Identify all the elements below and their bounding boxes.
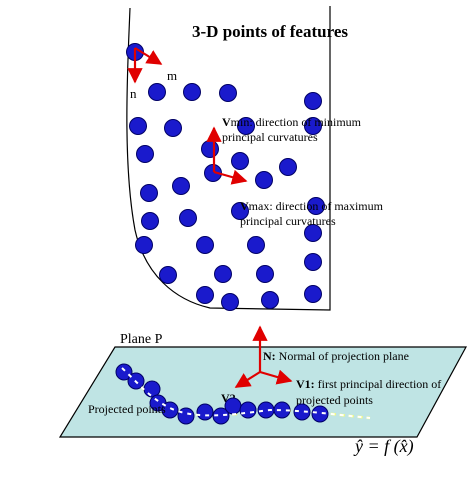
feature-point — [256, 265, 274, 283]
feature-point — [196, 236, 214, 254]
plane-label: Plane P — [120, 332, 163, 347]
feature-point — [179, 209, 197, 227]
feature-point — [304, 117, 322, 135]
feature-point — [221, 293, 239, 311]
projected-points-group — [115, 363, 329, 425]
surface-points-group — [126, 43, 325, 311]
feature-point — [129, 117, 147, 135]
projected-point — [273, 401, 291, 419]
feature-point — [196, 286, 214, 304]
projected-point — [224, 397, 242, 415]
normal-caption: N: Normal of projection plane — [263, 349, 409, 363]
projected-point — [311, 405, 329, 423]
feature-point — [304, 285, 322, 303]
projected-point — [177, 407, 195, 425]
feature-point — [219, 84, 237, 102]
projected-point — [212, 407, 230, 425]
projected-point — [196, 403, 214, 421]
projected-point — [293, 403, 311, 421]
axis-m-label: m — [167, 68, 177, 83]
feature-point — [135, 236, 153, 254]
diagram-title: 3-D points of features — [192, 22, 348, 41]
v2-arrow — [234, 371, 261, 388]
feature-point — [304, 253, 322, 271]
curved-surface — [126, 6, 331, 311]
axis-n-label: n — [130, 86, 137, 101]
curve-equation: ŷ = f (x̂) — [353, 436, 414, 457]
feature-point — [141, 212, 159, 230]
projected-point — [161, 401, 179, 419]
feature-point — [307, 197, 325, 215]
feature-point — [304, 224, 322, 242]
projected-point — [115, 363, 133, 381]
v1-caption-line2: projected points — [296, 393, 373, 407]
v1-caption-line1: V1: first principal direction of — [296, 377, 441, 391]
vmax-caption-line2: principal curvatures — [240, 214, 336, 228]
feature-point — [159, 266, 177, 284]
projection-plane — [58, 346, 468, 438]
feature-point — [164, 119, 182, 137]
feature-point — [255, 171, 273, 189]
feature-point — [183, 83, 201, 101]
v1-arrow — [259, 369, 293, 385]
vmax-arrow — [213, 169, 248, 185]
vmax-caption-line1: Vmax: direction of maximum — [240, 199, 384, 213]
fitted-curve-overlay — [121, 367, 371, 419]
axis-m-arrow — [134, 47, 163, 65]
feature-point — [279, 158, 297, 176]
feature-point — [261, 291, 279, 309]
feature-point — [172, 177, 190, 195]
projected-point — [239, 401, 257, 419]
feature-point — [201, 140, 219, 158]
feature-point — [247, 236, 265, 254]
feature-point — [231, 152, 249, 170]
feature-point — [237, 117, 255, 135]
feature-point — [231, 202, 249, 220]
vmin-caption-line2: principal curvatures — [222, 130, 318, 144]
feature-point — [214, 265, 232, 283]
feature-point — [140, 184, 158, 202]
vmin-caption-line1: Vmin: direction of minimum — [222, 115, 362, 129]
projected-points-label: Projected points — [88, 402, 166, 416]
feature-point — [304, 92, 322, 110]
feature-point — [136, 145, 154, 163]
feature-point — [148, 83, 166, 101]
